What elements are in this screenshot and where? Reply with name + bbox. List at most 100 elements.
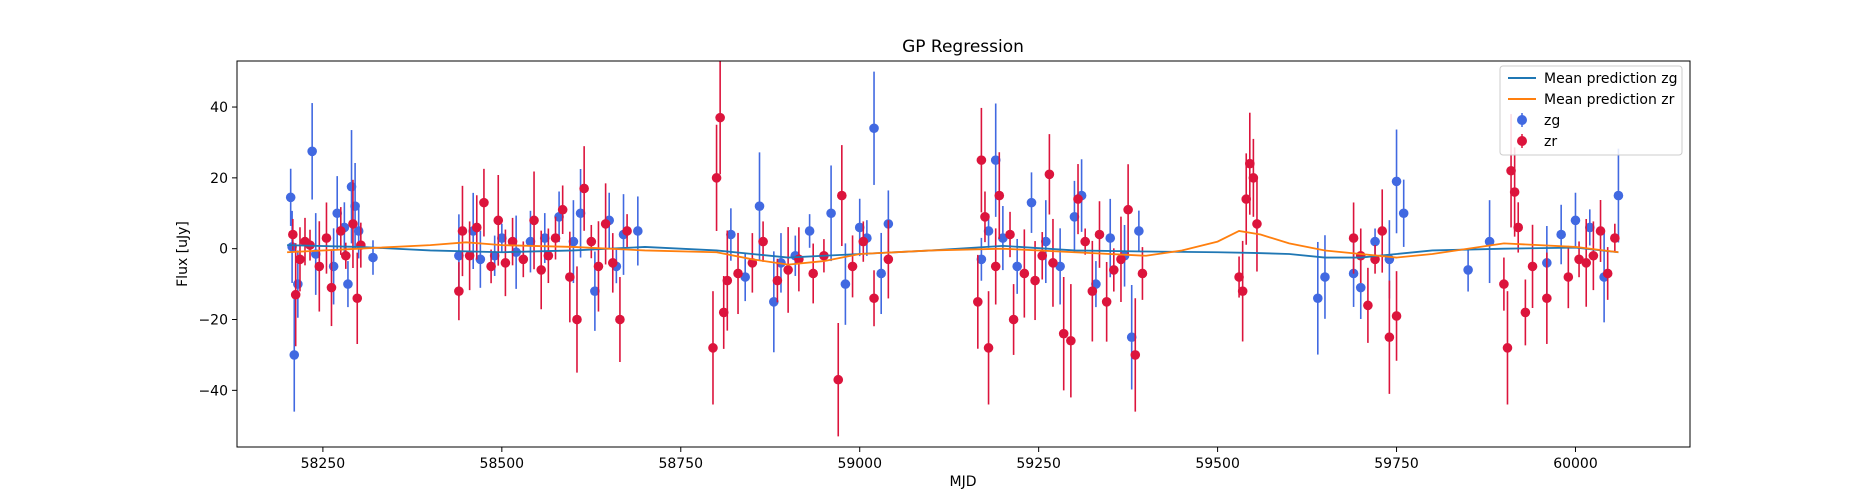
point-zr xyxy=(783,227,793,313)
point-zr xyxy=(1602,247,1613,300)
point-zr xyxy=(454,262,464,321)
marker-zr xyxy=(536,265,546,275)
point-zr xyxy=(464,221,475,291)
point-zr xyxy=(543,228,554,284)
marker-zg xyxy=(1091,279,1101,289)
marker-zg xyxy=(489,250,500,261)
marker-zr xyxy=(464,250,475,261)
marker-zg xyxy=(804,226,815,236)
point-zr xyxy=(883,220,894,299)
marker-zg xyxy=(539,233,550,243)
marker-zr xyxy=(980,212,990,222)
point-zr xyxy=(1348,202,1359,274)
y-tick-label: 20 xyxy=(210,171,228,187)
marker-zr xyxy=(847,261,858,272)
marker-zg xyxy=(1012,261,1022,272)
point-zr xyxy=(586,224,597,259)
y-tick-label: 0 xyxy=(219,242,228,258)
marker-zr xyxy=(808,268,818,279)
point-zr xyxy=(1037,232,1048,280)
marker-zr xyxy=(335,226,346,236)
marker-zg xyxy=(1041,236,1051,247)
point-zr xyxy=(869,270,879,327)
point-zr xyxy=(500,229,511,297)
legend-label-mean-zr: Mean prediction zr xyxy=(1544,92,1675,108)
point-zg xyxy=(568,200,579,284)
point-zr xyxy=(1241,153,1252,245)
point-zg xyxy=(1484,200,1495,284)
point-zr xyxy=(718,275,729,349)
marker-zg xyxy=(497,233,507,243)
marker-zg xyxy=(1134,226,1144,236)
point-zg xyxy=(554,191,564,243)
marker-zr xyxy=(615,314,625,325)
point-zr xyxy=(772,258,783,303)
point-zr xyxy=(518,241,529,278)
point-zr xyxy=(1094,201,1105,268)
marker-zr xyxy=(1513,222,1524,233)
marker-zg xyxy=(554,212,564,222)
legend-swatch-zg xyxy=(1517,113,1527,127)
marker-zr xyxy=(711,173,722,183)
marker-zr xyxy=(348,219,358,229)
marker-zg xyxy=(328,261,339,272)
point-zr xyxy=(1542,252,1552,344)
marker-zg xyxy=(1484,236,1495,247)
point-zr xyxy=(557,185,568,234)
marker-zr xyxy=(1527,261,1538,272)
point-zr xyxy=(837,145,847,247)
marker-zr xyxy=(1252,219,1262,229)
marker-zr xyxy=(994,190,1005,201)
marker-zg xyxy=(575,208,586,219)
point-zr xyxy=(708,291,718,405)
point-zr xyxy=(1245,112,1255,215)
marker-zg xyxy=(1069,212,1080,222)
point-zr xyxy=(1073,164,1083,235)
point-zr xyxy=(1066,284,1076,398)
point-zr xyxy=(1384,280,1395,394)
point-zr xyxy=(1502,291,1513,405)
marker-zr xyxy=(518,254,529,265)
marker-zr xyxy=(1355,250,1366,261)
point-zr xyxy=(1116,216,1126,302)
marker-zg xyxy=(1055,261,1065,272)
marker-zg xyxy=(769,297,779,307)
point-zr xyxy=(1509,147,1520,237)
point-zr xyxy=(1610,223,1620,253)
marker-zg xyxy=(754,201,765,211)
point-zg xyxy=(497,223,507,253)
marker-zr xyxy=(1248,173,1259,183)
marker-zr xyxy=(758,236,768,247)
point-zg xyxy=(1391,129,1402,234)
point-zr xyxy=(572,266,582,373)
point-zg xyxy=(1556,204,1566,265)
point-zg xyxy=(307,103,317,200)
point-zr xyxy=(1008,284,1019,355)
point-zg xyxy=(1584,209,1595,246)
marker-zr xyxy=(321,233,332,243)
x-tick-label: 60000 xyxy=(1553,456,1598,472)
marker-zr xyxy=(295,254,305,265)
point-zr xyxy=(715,61,725,175)
point-zr xyxy=(1019,229,1030,318)
marker-zg xyxy=(293,279,303,289)
marker-zr xyxy=(1109,265,1119,275)
point-zg xyxy=(976,237,987,281)
marker-zr xyxy=(1237,286,1248,296)
marker-zg xyxy=(1584,222,1595,233)
marker-zr xyxy=(783,265,793,275)
point-zg xyxy=(1105,198,1116,278)
point-zg xyxy=(876,232,886,315)
point-zr xyxy=(973,254,983,349)
point-zg xyxy=(475,230,486,288)
point-zg xyxy=(826,165,836,262)
chart-title: GP Regression xyxy=(902,37,1024,57)
point-zg xyxy=(804,214,815,248)
x-tick-label: 59000 xyxy=(837,456,882,472)
marker-zr xyxy=(1234,272,1244,282)
marker-zr xyxy=(1116,254,1126,265)
y-tick-label: −40 xyxy=(198,383,228,399)
y-tick-label: 40 xyxy=(210,100,228,116)
point-zr xyxy=(994,152,1005,239)
